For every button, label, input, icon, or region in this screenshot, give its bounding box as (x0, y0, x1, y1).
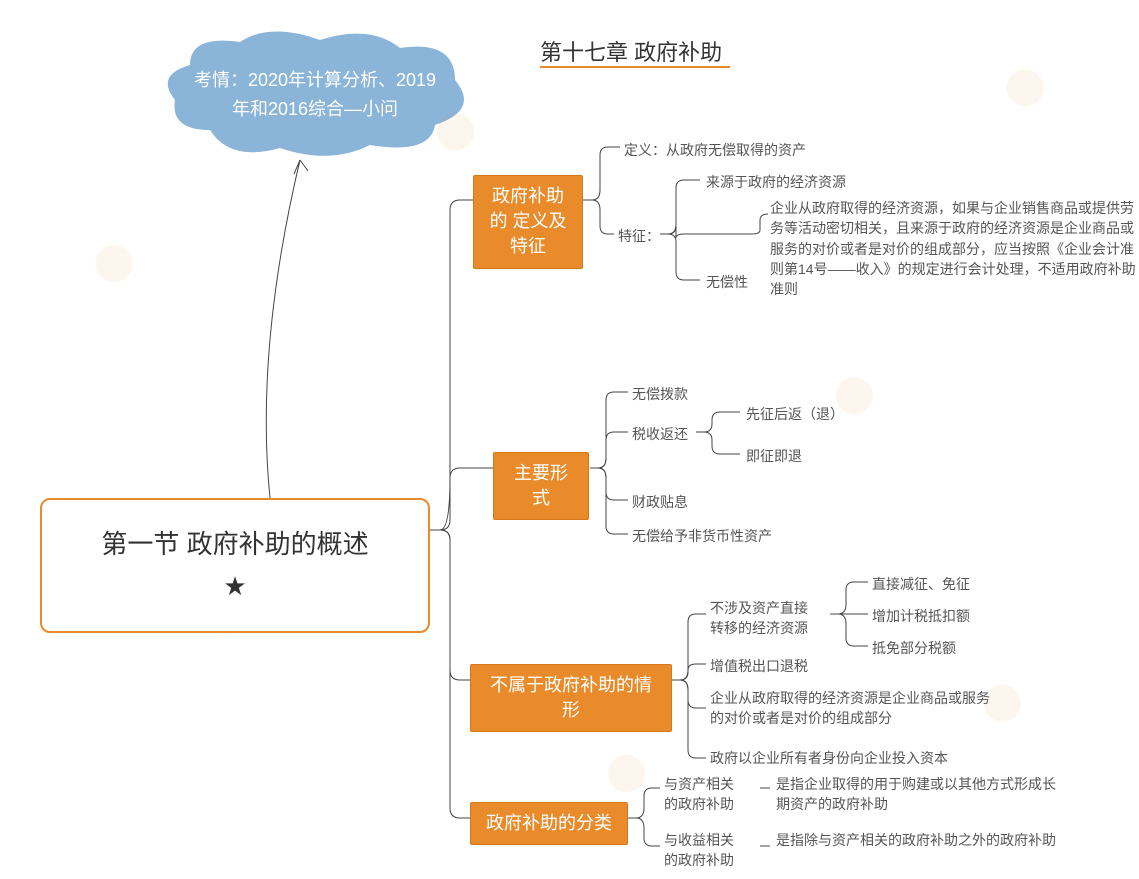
branch-not-subsidy: 不属于政府补助的情形 (470, 664, 672, 732)
branch-definition: 政府补助的 定义及特征 (473, 175, 583, 269)
chapter-title: 第十七章 政府补助 (540, 35, 722, 67)
leaf-b1c2c: 企业从政府取得的经济资源，如果与企业销售商品或提供劳务等活动密切相关，且来源于政… (770, 198, 1139, 299)
leaf-b3c4: 政府以企业所有者身份向企业投入资本 (710, 748, 948, 768)
branch-forms: 主要形式 (493, 452, 589, 520)
exam-tip-cloud: 考情：2020年计算分析、2019年和2016综合—小问 (160, 30, 470, 160)
leaf-b4c2: 与收益相关 的政府补助 (664, 830, 734, 871)
leaf-b2c2a: 先征后返（退） (746, 404, 844, 424)
leaf-b2c3: 财政贴息 (632, 492, 688, 512)
root-node: 第一节 政府补助的概述 ★ (40, 498, 430, 633)
root-title-line2: ★ (72, 566, 398, 608)
leaf-b1c1: 定义：从政府无偿取得的资产 (624, 140, 806, 160)
leaf-b3c1: 不涉及资产直接 转移的经济资源 (710, 598, 808, 639)
leaf-b4c1: 与资产相关 的政府补助 (664, 774, 734, 815)
leaf-b2c2b: 即征即退 (746, 446, 802, 466)
leaf-b3c3: 企业从政府取得的经济资源是企业商品或服务的对价或者是对价的组成部分 (710, 688, 990, 729)
leaf-b3c1a: 直接减征、免征 (872, 574, 970, 594)
leaf-b1c2b: 无偿性 (706, 272, 748, 292)
chapter-title-underline (540, 66, 730, 68)
leaf-b2c2: 税收返还 (632, 424, 688, 444)
leaf-b1c2: 特征： (618, 226, 660, 246)
leaf-b4c2-desc: 是指除与资产相关的政府补助之外的政府补助 (776, 830, 1056, 850)
branch-classification: 政府补助的分类 (470, 802, 628, 845)
leaf-b4c1-desc: 是指企业取得的用于购建或以其他方式形成长期资产的政府补助 (776, 774, 1056, 815)
exam-tip-text: 考情：2020年计算分析、2019年和2016综合—小问 (188, 66, 442, 124)
root-title-line1: 第一节 政府补助的概述 (72, 524, 398, 566)
leaf-b3c1b: 增加计税抵扣额 (872, 606, 970, 626)
leaf-b2c4: 无偿给予非货币性资产 (632, 526, 772, 546)
leaf-b3c1c: 抵免部分税额 (872, 638, 956, 658)
leaf-b1c2a: 来源于政府的经济资源 (706, 172, 846, 192)
leaf-b2c1: 无偿拨款 (632, 384, 688, 404)
leaf-b3c2: 增值税出口退税 (710, 656, 808, 676)
